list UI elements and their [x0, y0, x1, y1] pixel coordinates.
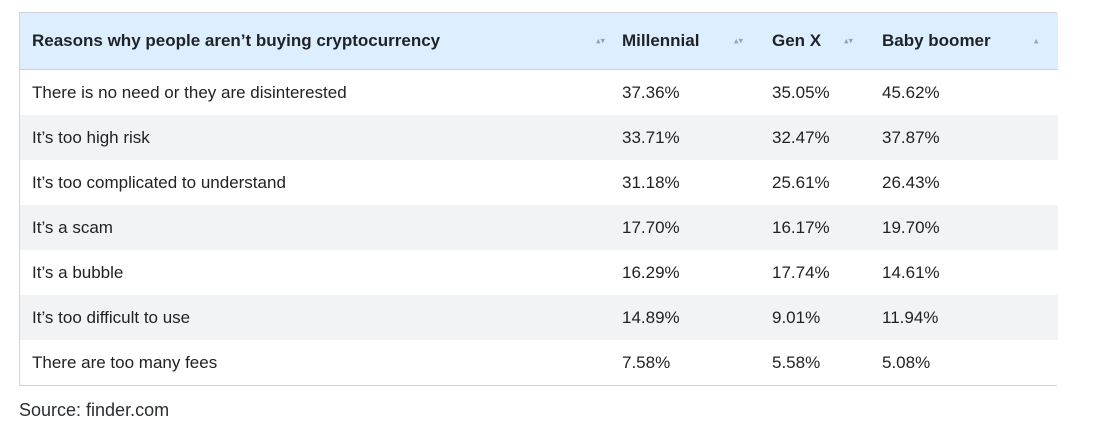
cell-text: 7.58% — [622, 352, 671, 372]
cell-text: 31.18% — [622, 172, 680, 192]
cell-text: There is no need or they are disinterest… — [32, 82, 347, 102]
table-row: It’s too complicated to understand 31.18… — [20, 160, 1058, 205]
cell-gen-x: 25.61% — [760, 160, 870, 205]
cell-text: 5.58% — [772, 352, 821, 372]
sort-icon[interactable]: ▴▾ — [844, 35, 854, 46]
cell-text: 16.29% — [622, 262, 680, 282]
cell-baby-boomer: 37.87% — [870, 115, 1058, 160]
cell-millennial: 31.18% — [610, 160, 760, 205]
cell-baby-boomer: 19.70% — [870, 205, 1058, 250]
cell-millennial: 17.70% — [610, 205, 760, 250]
cell-millennial: 16.29% — [610, 250, 760, 295]
cell-millennial: 37.36% — [610, 69, 760, 115]
cell-reason: It’s a bubble — [20, 250, 610, 295]
cell-text: It’s too high risk — [32, 127, 150, 147]
table-row: There is no need or they are disinterest… — [20, 69, 1058, 115]
sort-ascending-icon[interactable]: ▴ — [1034, 35, 1039, 46]
cell-text: 19.70% — [882, 217, 940, 237]
cell-baby-boomer: 14.61% — [870, 250, 1058, 295]
cell-reason: There are too many fees — [20, 340, 610, 385]
table-row: There are too many fees 7.58% 5.58% 5.08… — [20, 340, 1058, 385]
table-row: It’s a scam 17.70% 16.17% 19.70% — [20, 205, 1058, 250]
cell-reason: It’s too difficult to use — [20, 295, 610, 340]
cell-gen-x: 17.74% — [760, 250, 870, 295]
cell-gen-x: 9.01% — [760, 295, 870, 340]
source-caption: Source: finder.com — [19, 400, 170, 420]
cell-baby-boomer: 45.62% — [870, 69, 1058, 115]
header-label: Gen X — [772, 31, 822, 50]
cell-millennial: 7.58% — [610, 340, 760, 385]
header-label: Baby boomer — [882, 31, 991, 50]
cell-baby-boomer: 26.43% — [870, 160, 1058, 205]
cell-text: 35.05% — [772, 82, 830, 102]
cell-text: 45.62% — [882, 82, 940, 102]
cell-text: 5.08% — [882, 352, 931, 372]
cell-reason: It’s too complicated to understand — [20, 160, 610, 205]
cell-baby-boomer: 5.08% — [870, 340, 1058, 385]
cell-reason: There is no need or they are disinterest… — [20, 69, 610, 115]
cell-text: 25.61% — [772, 172, 830, 192]
table-row: It’s too high risk 33.71% 32.47% 37.87% — [20, 115, 1058, 160]
cell-text: 32.47% — [772, 127, 830, 147]
header-label: Millennial — [622, 31, 700, 50]
header-gen-x[interactable]: Gen X ▴▾ — [760, 13, 870, 70]
cell-gen-x: 16.17% — [760, 205, 870, 250]
header-label: Reasons why people aren’t buying cryptoc… — [32, 31, 441, 50]
crypto-reasons-table: Reasons why people aren’t buying cryptoc… — [20, 13, 1058, 385]
cell-text: 37.36% — [622, 82, 680, 102]
data-table-container: Reasons why people aren’t buying cryptoc… — [19, 12, 1058, 386]
cell-gen-x: 5.58% — [760, 340, 870, 385]
table-header-row: Reasons why people aren’t buying cryptoc… — [20, 13, 1058, 70]
cell-millennial: 14.89% — [610, 295, 760, 340]
cell-text: 17.74% — [772, 262, 830, 282]
cell-text: There are too many fees — [32, 352, 218, 372]
cell-text: 17.70% — [622, 217, 680, 237]
cell-text: 37.87% — [882, 127, 940, 147]
cell-text: 16.17% — [772, 217, 830, 237]
cell-text: It’s a scam — [32, 217, 113, 237]
cell-millennial: 33.71% — [610, 115, 760, 160]
cell-text: 14.61% — [882, 262, 940, 282]
header-reasons[interactable]: Reasons why people aren’t buying cryptoc… — [20, 13, 610, 70]
cell-text: 9.01% — [772, 307, 821, 327]
cell-text: It’s too difficult to use — [32, 307, 191, 327]
cell-text: 26.43% — [882, 172, 940, 192]
table-row: It’s too difficult to use 14.89% 9.01% 1… — [20, 295, 1058, 340]
cell-reason: It’s a scam — [20, 205, 610, 250]
header-baby-boomer[interactable]: Baby boomer ▴ — [870, 13, 1058, 70]
cell-text: 11.94% — [882, 307, 939, 327]
cell-gen-x: 32.47% — [760, 115, 870, 160]
table-row: It’s a bubble 16.29% 17.74% 14.61% — [20, 250, 1058, 295]
sort-icon[interactable]: ▴▾ — [596, 35, 606, 46]
cell-baby-boomer: 11.94% — [870, 295, 1058, 340]
header-millennial[interactable]: Millennial ▴▾ — [610, 13, 760, 70]
sort-icon[interactable]: ▴▾ — [734, 35, 744, 46]
cell-text: It’s a bubble — [32, 262, 124, 282]
cell-gen-x: 35.05% — [760, 69, 870, 115]
cell-text: 33.71% — [622, 127, 680, 147]
cell-text: 14.89% — [622, 307, 680, 327]
cell-reason: It’s too high risk — [20, 115, 610, 160]
cell-text: It’s too complicated to understand — [32, 172, 286, 192]
